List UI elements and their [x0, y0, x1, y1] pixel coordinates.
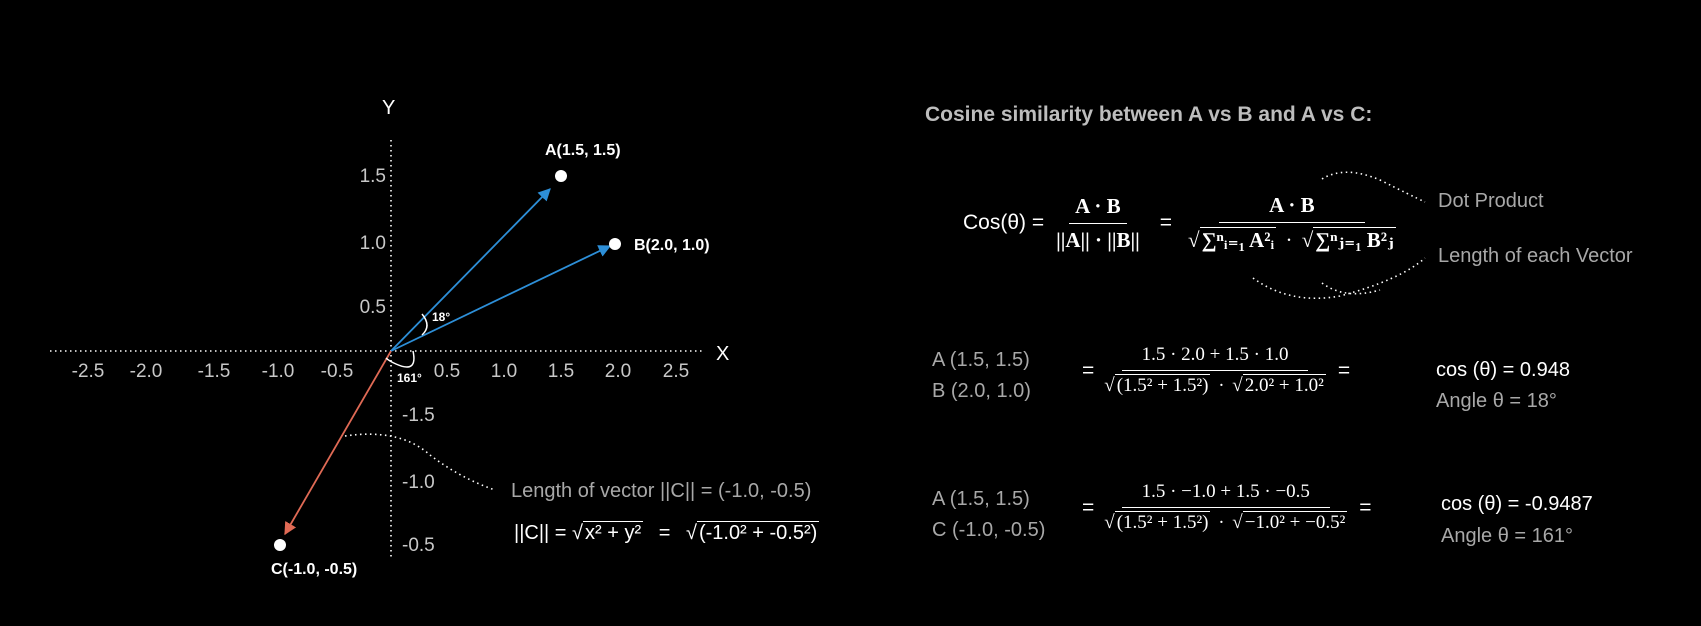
- length-callout-right: [1321, 282, 1381, 295]
- length-callout-left: [1252, 257, 1426, 299]
- vector-a-arrow: [390, 188, 551, 352]
- example-ac-den-sqrt2: −1.0² + −0.5²: [1242, 511, 1348, 533]
- length-callout-line: [344, 433, 496, 491]
- example-ac-numerator: 1.5 · −1.0 + 1.5 · −0.5: [1121, 481, 1330, 508]
- example-ac-calc: = 1.5 · −1.0 + 1.5 · −0.5 √ (1.5² + 1.5²)…: [1082, 481, 1372, 534]
- formula-fraction-2: A · B √∑ⁿᵢ₌₁ A²ᵢ · √∑ⁿⱼ₌₁ B²ⱼ: [1182, 193, 1402, 253]
- y-tick-label: -1.0: [402, 472, 435, 493]
- x-tick-label: 1.5: [548, 361, 574, 382]
- x-tick-label: -2.0: [130, 361, 163, 382]
- example-ab-den-sqrt2: 2.0² + 1.0²: [1242, 374, 1326, 396]
- example-ab-numerator: 1.5 · 2.0 + 1.5 · 1.0: [1121, 344, 1309, 371]
- angle-ab-label: 18°: [432, 310, 450, 324]
- example-ab-eq-left: =: [1082, 358, 1095, 382]
- x-axis-label: X: [716, 343, 729, 365]
- y-tick-label: 0.5: [360, 297, 386, 318]
- pair-ac-line1: A (1.5, 1.5): [932, 488, 1030, 510]
- formula-frac2-numerator: A · B: [1219, 193, 1365, 223]
- example-ac-den-sqrt1: (1.5² + 1.5²): [1114, 511, 1211, 533]
- sum-a: ∑ⁿᵢ₌₁ A²ᵢ: [1199, 227, 1277, 252]
- length-formula-lhs: ||C|| =: [514, 522, 573, 544]
- cosine-formula: Cos(θ) = A · B ||A|| · ||B|| = A · B √∑ⁿ…: [963, 193, 1402, 253]
- pair-ac: A (1.5, 1.5) C (-1.0, -0.5): [932, 484, 1045, 546]
- x-tick-label: 2.5: [663, 361, 689, 382]
- section-heading: Cosine similarity between A vs B and A v…: [925, 103, 1373, 126]
- example-ab-denominator: √ (1.5² + 1.5²) · √ 2.0² + 1.0²: [1104, 374, 1326, 396]
- annotation-length: Length of each Vector: [1438, 245, 1633, 267]
- y-tick-label: 1.0: [360, 233, 386, 254]
- point-c-label: C(-1.0, -0.5): [271, 561, 357, 578]
- length-formula: ||C|| = √ x² + y² = √ (-1.0² + -0.5²): [514, 521, 820, 544]
- x-tick-label: -1.5: [198, 361, 231, 382]
- vector-c-arrow: [284, 350, 392, 536]
- y-axis-label: Y: [382, 97, 395, 119]
- x-tick-label: 1.0: [491, 361, 517, 382]
- example-ac-eq-right: =: [1359, 495, 1372, 519]
- pair-ab-line2: B (2.0, 1.0): [932, 380, 1031, 402]
- result-ab-angle: Angle θ = 18°: [1436, 390, 1557, 412]
- x-tick-label: -2.5: [72, 361, 105, 382]
- formula-frac1-denominator: ||A|| · ||B||: [1056, 227, 1140, 252]
- point-b-label: B(2.0, 1.0): [634, 237, 710, 254]
- result-ab-cos: cos (θ) = 0.948: [1436, 359, 1570, 381]
- pair-ab-line1: A (1.5, 1.5): [932, 349, 1030, 371]
- example-ab-fraction: 1.5 · 2.0 + 1.5 · 1.0 √ (1.5² + 1.5²) · √…: [1098, 344, 1332, 397]
- angle-ac-label: 161°: [397, 371, 422, 385]
- annotation-dot-product: Dot Product: [1438, 190, 1544, 212]
- result-ac-cos: cos (θ) = -0.9487: [1441, 493, 1593, 515]
- example-ac-denominator: √ (1.5² + 1.5²) · √ −1.0² + −0.5²: [1104, 511, 1348, 533]
- example-ab-den-sqrt1: (1.5² + 1.5²): [1114, 374, 1211, 396]
- example-ab-eq-right: =: [1337, 358, 1351, 382]
- example-ac-eq-left: =: [1082, 495, 1095, 519]
- result-ac-angle: Angle θ = 161°: [1441, 525, 1573, 547]
- angle-arc-ac: [385, 350, 415, 368]
- formula-eq: =: [1159, 211, 1173, 234]
- formula-fraction-1: A · B ||A|| · ||B||: [1050, 194, 1146, 253]
- pair-ab: A (1.5, 1.5) B (2.0, 1.0): [932, 345, 1031, 407]
- point-a: [555, 170, 567, 182]
- example-ab-den-dot: ·: [1218, 375, 1225, 396]
- example-ab-calc: = 1.5 · 2.0 + 1.5 · 1.0 √ (1.5² + 1.5²) ·…: [1082, 344, 1350, 397]
- length-formula-eq: =: [658, 522, 671, 544]
- sum-b: ∑ⁿⱼ₌₁ B²ⱼ: [1313, 227, 1396, 252]
- y-tick-label: -1.5: [402, 405, 435, 426]
- formula-frac2-denominator: √∑ⁿᵢ₌₁ A²ᵢ · √∑ⁿⱼ₌₁ B²ⱼ: [1188, 227, 1396, 252]
- example-ac-fraction: 1.5 · −1.0 + 1.5 · −0.5 √ (1.5² + 1.5²) ·…: [1098, 481, 1353, 534]
- example-ac-den-dot: ·: [1218, 512, 1225, 533]
- point-b: [609, 238, 621, 250]
- x-tick-label: -1.0: [262, 361, 295, 382]
- y-tick-label: -0.5: [402, 535, 435, 556]
- formula-den-dot: ·: [1285, 228, 1293, 252]
- x-tick-label: 2.0: [605, 361, 631, 382]
- point-a-label: A(1.5, 1.5): [545, 142, 621, 159]
- x-tick-label: -0.5: [321, 361, 354, 382]
- cos-label: Cos(θ) =: [963, 211, 1045, 234]
- length-formula-sqrt1: x² + y²: [583, 521, 644, 544]
- dot-product-callout: [1321, 171, 1426, 203]
- x-tick-label: 0.5: [434, 361, 460, 382]
- length-formula-sqrt2: (-1.0² + -0.5²): [696, 521, 820, 544]
- formula-frac1-numerator: A · B: [1069, 194, 1127, 224]
- length-caption: Length of vector ||C|| = (-1.0, -0.5): [511, 480, 812, 502]
- vector-b-arrow: [390, 245, 612, 352]
- point-c: [274, 539, 286, 551]
- angle-arc-ab: [421, 313, 428, 336]
- pair-ac-line2: C (-1.0, -0.5): [932, 519, 1046, 541]
- y-tick-label: 1.5: [360, 166, 386, 187]
